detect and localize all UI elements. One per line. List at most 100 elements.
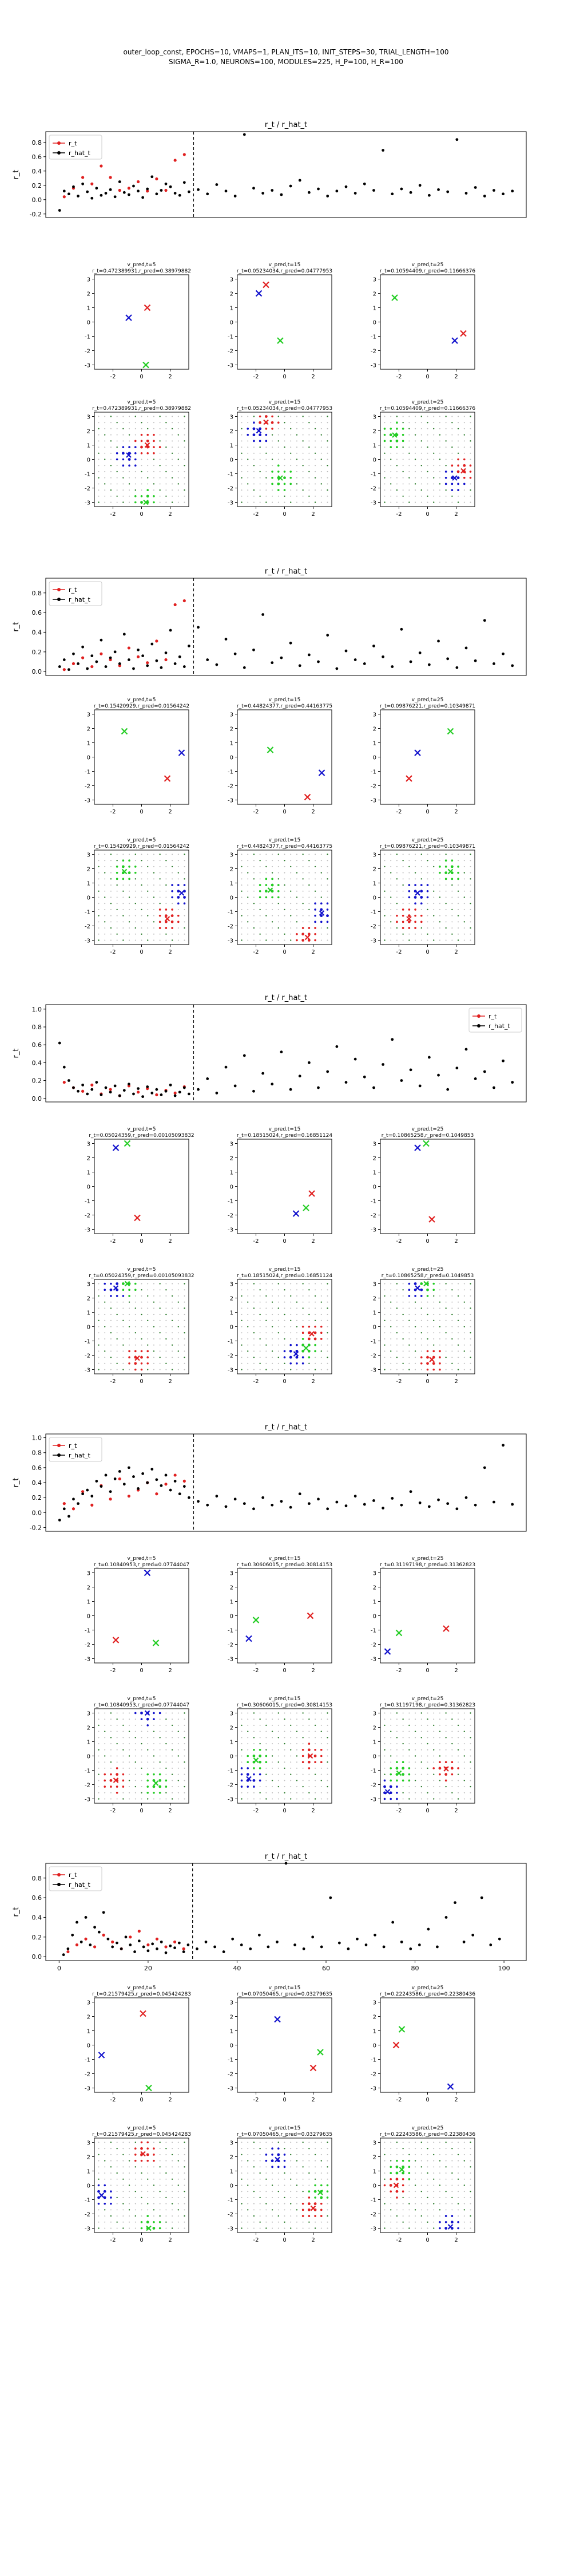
grid-dot <box>463 854 465 855</box>
grid-dot <box>116 933 118 935</box>
grid-dot <box>184 1792 185 1793</box>
grid-dot <box>433 465 435 467</box>
r-hat-t-point <box>400 187 403 191</box>
grid-dot <box>259 483 261 485</box>
grid-dot <box>320 422 322 424</box>
grid-dot <box>277 2196 279 2198</box>
grid-dot <box>247 2196 249 2198</box>
grid-dot <box>184 459 185 460</box>
grid-dot <box>308 1786 310 1788</box>
grid-dot <box>396 1785 398 1788</box>
grid-dot <box>414 1730 416 1732</box>
grid-dot <box>470 939 471 941</box>
grid-dot <box>259 866 261 867</box>
panel-frame <box>237 1139 332 1234</box>
green-x-marker-stroke-b <box>121 868 128 875</box>
grid-dot <box>165 2221 167 2223</box>
grid-dot <box>302 465 304 467</box>
panel-title: v_pred,t=25 <box>412 697 444 703</box>
grid-dot <box>445 1718 447 1720</box>
grid-dot <box>134 1301 136 1303</box>
r-hat-t-point <box>160 1940 163 1943</box>
grid-dot <box>463 927 465 929</box>
grid-dot <box>414 1301 416 1303</box>
grid-dot <box>420 1718 422 1720</box>
grid-dot <box>184 939 185 941</box>
grid-dot <box>415 1332 416 1334</box>
grid-dot <box>320 1743 322 1745</box>
panel-y-tick-label: 3 <box>230 2000 233 2006</box>
r-hat-t-point <box>252 1089 255 1093</box>
grid-dot <box>463 1326 465 1327</box>
grid-dot <box>420 2142 422 2143</box>
grid-dot <box>451 884 453 886</box>
grid-dot <box>104 2202 106 2205</box>
grid-dot <box>265 921 267 923</box>
grid-dot <box>247 1332 249 1334</box>
grid-dot <box>277 1326 279 1327</box>
grid-dot <box>301 1325 304 1328</box>
r-hat-t-point <box>215 663 219 666</box>
grid-dot <box>315 483 316 485</box>
grid-dot <box>296 1314 297 1315</box>
grid-dot <box>470 933 471 935</box>
grid-dot <box>172 1761 173 1763</box>
grid-dot <box>313 2190 317 2193</box>
panel-y-tick-label: -3 <box>85 363 90 369</box>
grid-dot <box>427 477 428 479</box>
grid-dot <box>458 927 459 929</box>
grid-dot <box>427 1730 428 1732</box>
grid-dot <box>259 1332 261 1334</box>
grid-dot <box>420 2160 422 2162</box>
grid-dot <box>314 914 316 917</box>
grid-dot <box>253 1712 255 1714</box>
grid-dot <box>384 915 386 916</box>
panel-y-tick-label: -3 <box>228 2086 233 2092</box>
grid-dot <box>271 421 274 424</box>
y-tick-label: -0.2 <box>30 1524 42 1531</box>
grid-dot <box>247 939 249 941</box>
grid-dot <box>470 1307 471 1309</box>
r-hat-t-point <box>231 1937 235 1941</box>
grid-dot <box>110 428 112 429</box>
grid-dot <box>427 1344 428 1346</box>
grid-dot <box>433 428 435 430</box>
grid-panel-2-2: v_pred,t=15r_t=0.44824377,r_pred=0.44163… <box>228 837 332 955</box>
grid-dot <box>408 939 410 941</box>
grid-dot <box>320 459 322 460</box>
grid-dot <box>427 452 428 454</box>
grid-dot <box>247 903 249 904</box>
grid-dot <box>433 1344 435 1346</box>
grid-dot <box>296 866 297 867</box>
r-hat-t-point <box>261 613 265 616</box>
grid-dot <box>290 915 292 916</box>
green-x-marker <box>253 1757 259 1763</box>
grid-dot <box>427 2184 428 2186</box>
grid-dot <box>184 2148 185 2150</box>
panel-y-tick-label: -3 <box>85 1657 90 1663</box>
grid-dot <box>302 921 304 923</box>
grid-dot <box>153 903 154 904</box>
grid-dot <box>296 495 297 497</box>
grid-dot <box>272 1712 273 1714</box>
grid-panel-5-3: v_pred,t=25r_t=0.22243586,r_pred=0.22380… <box>371 2125 475 2243</box>
grid-dot <box>265 2172 267 2174</box>
grid-dot <box>272 2196 273 2198</box>
grid-dot <box>302 2196 304 2198</box>
panel-x-tick-label: -2 <box>253 1238 259 1244</box>
grid-dot <box>445 1712 447 1714</box>
grid-dot <box>259 446 261 448</box>
grid-dot <box>165 1730 167 1732</box>
grid-dot <box>384 477 386 479</box>
grid-dot <box>439 489 440 491</box>
grid-dot <box>320 1780 322 1781</box>
grid-dot <box>396 428 398 430</box>
grid-dot <box>290 2209 292 2211</box>
grid-dot <box>433 422 435 424</box>
grid-dot <box>451 1344 453 1346</box>
grid-dot <box>247 1718 249 1720</box>
grid-dot <box>272 2221 273 2223</box>
grid-dot <box>141 2215 142 2217</box>
grid-dot <box>116 1344 118 1346</box>
blue-x-marker <box>414 749 421 756</box>
